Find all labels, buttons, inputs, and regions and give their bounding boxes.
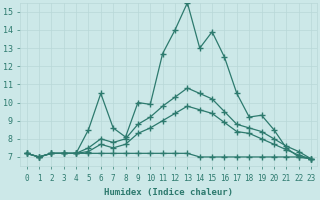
X-axis label: Humidex (Indice chaleur): Humidex (Indice chaleur) <box>104 188 233 197</box>
